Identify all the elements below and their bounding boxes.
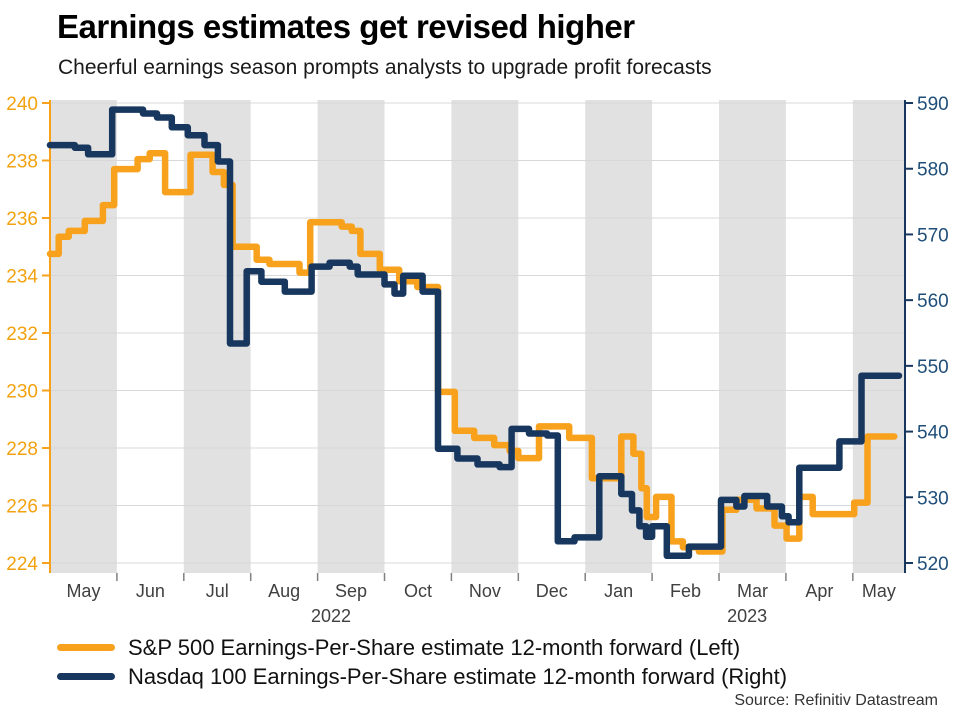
- legend-item-nasdaq: Nasdaq 100 Earnings-Per-Share estimate 1…: [57, 662, 787, 691]
- chart-title: Earnings estimates get revised higher: [57, 8, 635, 45]
- month-label: Jun: [136, 581, 165, 601]
- month-label: Sep: [335, 581, 367, 601]
- left-axis-tick-label: 240: [6, 94, 38, 115]
- month-band: [852, 100, 905, 573]
- month-label: Jul: [206, 581, 229, 601]
- right-axis-tick-label: 590: [917, 94, 949, 115]
- legend: S&P 500 Earnings-Per-Share estimate 12-m…: [57, 633, 787, 691]
- right-axis-tick-label: 560: [917, 291, 949, 312]
- legend-label-sp500: S&P 500 Earnings-Per-Share estimate 12-m…: [128, 634, 741, 660]
- legend-label-nasdaq: Nasdaq 100 Earnings-Per-Share estimate 1…: [128, 663, 788, 689]
- sp500-line-swatch: [57, 644, 115, 651]
- month-band: [451, 100, 519, 573]
- right-axis-tick-label: 570: [917, 225, 949, 246]
- sp500-line: [46, 150, 898, 555]
- month-label: May: [66, 581, 100, 601]
- month-label: Apr: [805, 581, 833, 601]
- month-label: Nov: [469, 581, 501, 601]
- year-label: 2023: [727, 606, 767, 626]
- month-label: Feb: [670, 581, 701, 601]
- right-axis-tick-label: 550: [917, 357, 949, 378]
- chart-subtitle: Cheerful earnings season prompts analyst…: [58, 56, 712, 79]
- left-axis-tick-label: 230: [6, 382, 38, 403]
- month-label: Jan: [604, 581, 633, 601]
- left-axis-tick-label: 234: [6, 267, 38, 288]
- right-axis-tick-label: 520: [917, 554, 949, 575]
- month-label: May: [862, 581, 896, 601]
- month-label: Dec: [536, 581, 568, 601]
- left-axis-tick-label: 228: [6, 439, 38, 460]
- month-label: Mar: [737, 581, 768, 601]
- month-band: [50, 100, 117, 573]
- year-label: 2022: [311, 606, 351, 626]
- nasdaq-line: [46, 106, 903, 560]
- month-band: [183, 100, 251, 573]
- left-axis-tick-label: 226: [6, 497, 38, 518]
- month-label: Oct: [404, 581, 432, 601]
- month-band: [585, 100, 653, 573]
- nasdaq-line-swatch: [57, 673, 115, 680]
- left-axis-tick-label: 236: [6, 209, 38, 230]
- left-axis-tick-label: 232: [6, 324, 38, 345]
- source-attribution: Source: Refinitiv Datastream: [734, 692, 938, 709]
- right-axis-tick-label: 580: [917, 160, 949, 181]
- legend-item-sp500: S&P 500 Earnings-Per-Share estimate 12-m…: [57, 633, 787, 662]
- right-axis-tick-label: 540: [917, 423, 949, 444]
- right-axis-tick-label: 530: [917, 488, 949, 509]
- left-axis-tick-label: 238: [6, 152, 38, 173]
- left-axis-tick-label: 224: [6, 554, 38, 575]
- month-label: Aug: [268, 581, 300, 601]
- month-band: [317, 100, 385, 573]
